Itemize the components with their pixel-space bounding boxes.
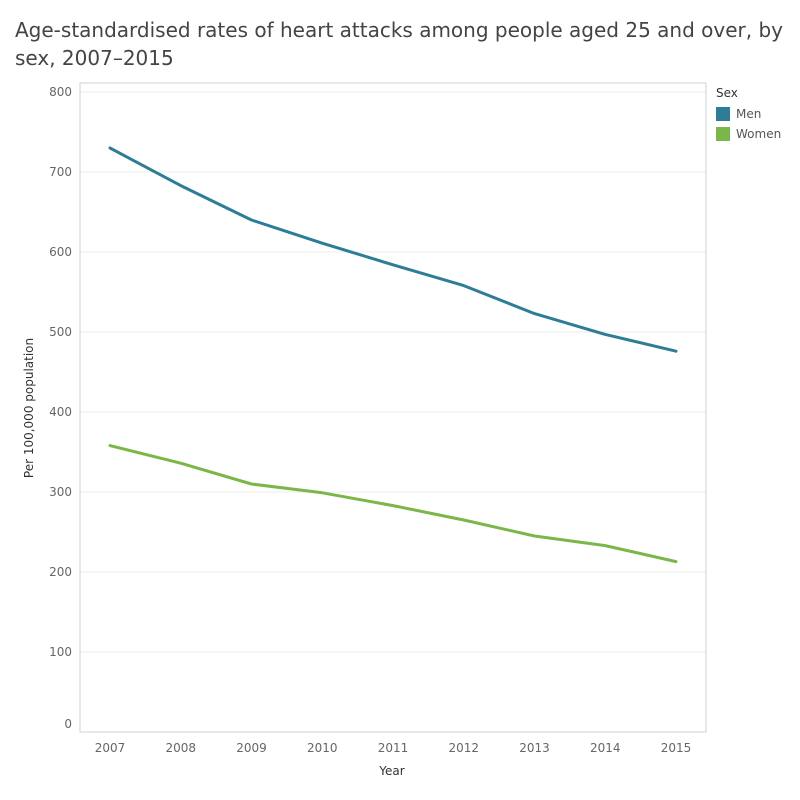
data-point-men[interactable]	[670, 345, 682, 357]
x-tick-label: 2015	[661, 741, 692, 755]
y-tick-label: 300	[49, 485, 72, 499]
y-tick-label: 100	[49, 645, 72, 659]
x-tick-label: 2011	[378, 741, 409, 755]
series-line-women[interactable]	[108, 444, 678, 564]
legend-item-men[interactable]: Men	[716, 104, 781, 124]
data-point-women[interactable]	[529, 530, 541, 542]
series-lines	[104, 142, 682, 568]
data-point-men[interactable]	[458, 280, 470, 292]
data-point-women[interactable]	[387, 500, 399, 512]
legend: Sex Men Women	[716, 86, 781, 144]
y-tick-label: 600	[49, 245, 72, 259]
data-point-women[interactable]	[458, 514, 470, 526]
x-tick-label: 2013	[519, 741, 550, 755]
data-point-men[interactable]	[316, 237, 328, 249]
x-tick-label: 2010	[307, 741, 338, 755]
y-tick-label: 200	[49, 565, 72, 579]
legend-label-women: Women	[736, 127, 782, 141]
y-tick-label: 500	[49, 325, 72, 339]
data-point-men[interactable]	[175, 180, 187, 192]
gridlines	[80, 91, 706, 653]
data-point-women[interactable]	[175, 457, 187, 469]
data-point-men[interactable]	[529, 308, 541, 320]
x-tick-label: 2012	[448, 741, 479, 755]
x-tick-label: 2009	[236, 741, 267, 755]
legend-label-men: Men	[736, 107, 762, 121]
legend-swatch-men	[716, 107, 730, 121]
legend-swatch-women	[716, 127, 730, 141]
data-point-women[interactable]	[599, 540, 611, 552]
x-tick-label: 2008	[165, 741, 196, 755]
x-tick-label: 2014	[590, 741, 621, 755]
x-tick-label: 2007	[95, 741, 126, 755]
x-axis-label: Year	[378, 764, 404, 778]
y-tick-label: 800	[49, 85, 72, 99]
data-point-men[interactable]	[599, 328, 611, 340]
data-point-men[interactable]	[246, 214, 258, 226]
data-point-men[interactable]	[387, 259, 399, 271]
data-point-women[interactable]	[316, 487, 328, 499]
chart-title: Age-standardised rates of heart attacks …	[15, 18, 783, 70]
y-axis-label: Per 100,000 population	[22, 338, 36, 478]
y-tick-label: 0	[64, 717, 72, 731]
plot-frame	[79, 82, 707, 733]
y-tick-label: 700	[49, 165, 72, 179]
legend-title: Sex	[716, 86, 738, 100]
y-tick-label: 400	[49, 405, 72, 419]
data-point-women[interactable]	[246, 478, 258, 490]
legend-item-women[interactable]: Women	[716, 124, 781, 144]
data-point-women[interactable]	[104, 440, 116, 452]
series-line-men[interactable]	[108, 146, 678, 353]
x-axis-ticks: 2007 2008 2009 2010 2011 2012 2013 2014 2015	[95, 741, 692, 755]
data-point-women[interactable]	[670, 556, 682, 568]
data-point-men[interactable]	[104, 142, 116, 154]
y-axis-ticks: 0 100 200 300 400 500 600 700 800	[49, 85, 72, 731]
